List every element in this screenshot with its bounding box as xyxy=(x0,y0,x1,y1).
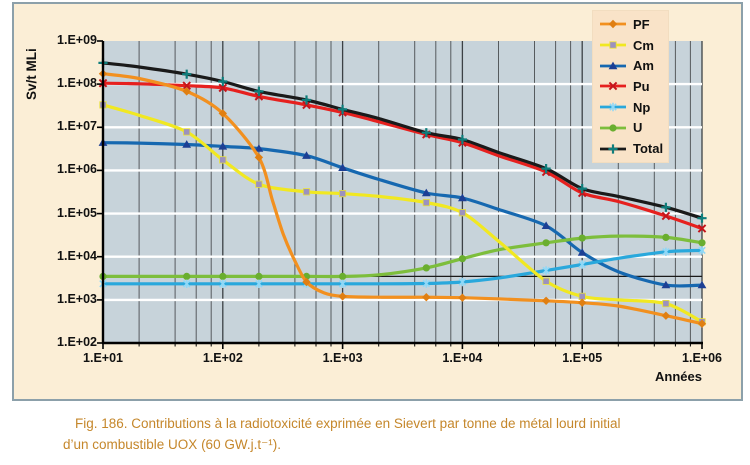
y-tick-label: 1.E+05 xyxy=(57,205,97,220)
legend-label: Np xyxy=(633,99,651,115)
legend-label: Am xyxy=(633,58,654,74)
series-Np xyxy=(101,248,704,286)
legend-marker-Pu xyxy=(600,82,626,91)
legend-label: U xyxy=(633,120,643,136)
y-tick-label: 1.E+09 xyxy=(57,33,97,47)
figure-caption: Fig. 186. Contributions à la radiotoxici… xyxy=(63,414,723,456)
x-tick-label: 1.E+06 xyxy=(682,351,722,365)
y-tick-label: 1.E+03 xyxy=(57,291,97,306)
x-tick-label: 1.E+04 xyxy=(442,351,483,365)
legend-item-Am: Am xyxy=(598,58,668,73)
x-tick-label: 1.E+03 xyxy=(322,351,363,365)
legend-marker-Cm xyxy=(600,41,626,49)
y-axis-title: Sv/t MLi xyxy=(24,48,39,100)
series-Total xyxy=(101,61,704,220)
x-tick-label: 1.E+01 xyxy=(83,351,123,365)
legend-item-Pu: Pu xyxy=(598,79,668,94)
legend-item-Total: Total xyxy=(598,141,668,156)
legend-marker-Total xyxy=(600,143,626,154)
legend-item-U: U xyxy=(598,120,668,135)
x-tick-label: 1.E+05 xyxy=(562,351,603,365)
legend-label: Cm xyxy=(633,37,654,53)
y-tick-label: 1.E+04 xyxy=(57,248,97,263)
y-tick-label: 1.E+06 xyxy=(57,162,97,177)
legend-label: PF xyxy=(633,16,650,32)
x-axis-title: Années xyxy=(655,369,702,384)
legend-label: Total xyxy=(633,141,664,157)
legend-item-PF: PF xyxy=(598,17,668,32)
caption-line-2: d’un combustible UOX (60 GW.j.t⁻¹). xyxy=(63,436,281,452)
legend-item-Cm: Cm xyxy=(598,38,668,53)
legend-label: Pu xyxy=(633,78,650,94)
y-tick-label: 1.E+07 xyxy=(57,119,97,134)
caption-line-1: Fig. 186. Contributions à la radiotoxici… xyxy=(75,416,621,431)
y-tick-label: 1.E+02 xyxy=(57,335,97,349)
legend-marker-Np xyxy=(600,102,626,112)
legend-marker-U xyxy=(600,124,626,132)
x-tick-label: 1.E+02 xyxy=(202,351,243,365)
series-U xyxy=(101,234,704,279)
series-Cm xyxy=(101,103,704,324)
series-Pu xyxy=(101,81,704,231)
legend-marker-PF xyxy=(600,20,626,29)
legend-marker-Am xyxy=(600,61,626,69)
chart-legend: PF Cm Am Pu Np U Total xyxy=(592,10,669,163)
y-tick-label: 1.E+08 xyxy=(57,76,97,91)
legend-item-Np: Np xyxy=(598,100,668,115)
